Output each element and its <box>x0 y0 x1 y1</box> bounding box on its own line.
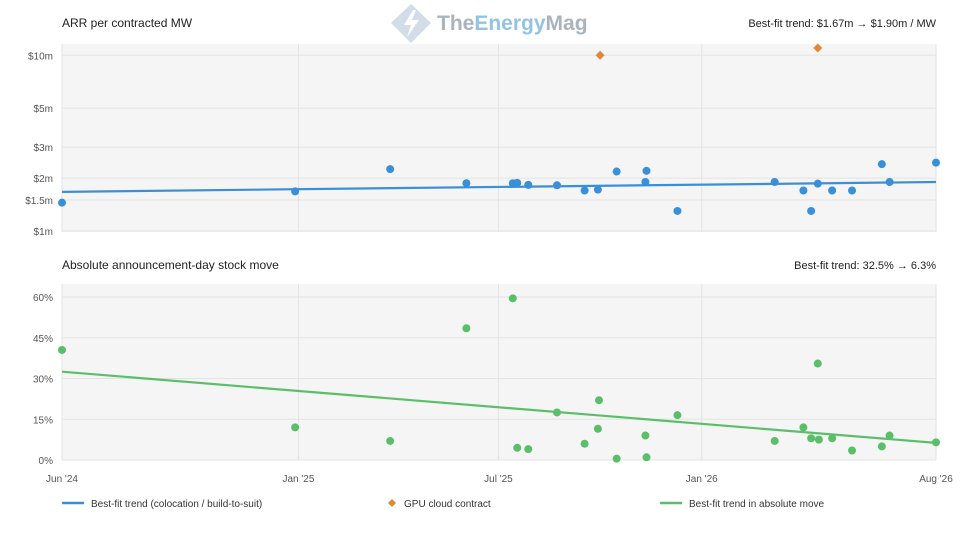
arr-point <box>885 178 894 187</box>
bottom-chart-y-axis: 60% 45% 30% 15% 0% <box>33 293 53 467</box>
stock-move-point <box>594 396 603 405</box>
arr-point <box>877 160 886 169</box>
top-y-tick-label: $5m <box>34 104 53 115</box>
arr-point <box>386 165 395 174</box>
arr-point <box>673 206 682 215</box>
legend-item-green-trend: Best-fit trend in absolute move <box>660 499 825 510</box>
arr-point <box>932 158 940 167</box>
bottom-y-tick-label: 30% <box>33 375 53 386</box>
stock-move-point <box>828 434 837 443</box>
arr-point <box>462 179 471 188</box>
arr-point <box>813 179 822 188</box>
legend: Best-fit trend (colocation / build-to-su… <box>62 499 825 510</box>
bottom-y-tick-label: 0% <box>39 456 54 467</box>
bottom-x-tick-label: Jun '24 <box>46 474 78 485</box>
stock-move-point <box>593 424 602 433</box>
legend-label-blue-trend: Best-fit trend (colocation / build-to-su… <box>91 499 262 510</box>
legend-label-green-trend: Best-fit trend in absolute move <box>689 499 825 510</box>
watermark-logo: TheEnergyMag <box>391 4 588 43</box>
gpu-cloud-point <box>813 43 823 53</box>
top-y-tick-label: $3m <box>34 143 53 154</box>
svg-text:TheEnergyMag: TheEnergyMag <box>437 12 588 35</box>
stock-move-point <box>641 431 650 440</box>
top-chart-marks <box>58 43 940 215</box>
arr-point <box>807 206 816 215</box>
bottom-trend-line <box>61 370 937 444</box>
stock-move-point <box>848 446 857 455</box>
top-chart-y-axis: $10m $5m $3m $2m $1.5m $1m <box>25 51 53 238</box>
arr-point <box>770 178 779 187</box>
top-y-tick-label: $1m <box>34 227 53 238</box>
watermark-text-the: The <box>437 12 474 35</box>
watermark-text-mag: Mag <box>546 12 588 35</box>
top-y-tick-label: $10m <box>28 51 53 62</box>
stock-move-point <box>462 324 471 333</box>
top-chart-title: ARR per contracted MW <box>62 16 193 30</box>
gpu-cloud-point <box>595 50 605 60</box>
stock-move-point <box>524 445 533 454</box>
stock-move-point <box>58 345 66 354</box>
arr-point <box>799 186 808 195</box>
arr-point <box>828 186 837 195</box>
stock-move-point <box>885 431 894 440</box>
arr-point <box>642 166 651 175</box>
stock-move-point <box>932 438 940 447</box>
bottom-chart: Absolute announcement-day stock move Bes… <box>33 258 953 485</box>
arr-point <box>593 185 602 194</box>
lightning-diamond-icon <box>391 4 431 43</box>
bottom-chart-title: Absolute announcement-day stock move <box>62 258 279 272</box>
bottom-chart-x-axis: Jun '24 Jan '25 Jul '25 Jan '26 Aug '26 <box>46 474 953 485</box>
top-chart-plot-area <box>62 44 936 232</box>
bottom-chart-marks <box>58 294 940 463</box>
stock-move-point <box>386 436 395 445</box>
arr-point <box>612 167 621 176</box>
legend-item-blue-trend: Best-fit trend (colocation / build-to-su… <box>62 499 262 510</box>
bottom-x-tick-label: Jan '25 <box>282 474 314 485</box>
legend-item-gpu-cloud: GPU cloud contract <box>388 499 491 510</box>
stock-move-point <box>642 453 651 462</box>
bottom-y-tick-label: 45% <box>33 334 53 345</box>
stock-move-point <box>508 294 517 303</box>
stock-move-point <box>799 423 808 432</box>
bottom-chart-gridlines <box>61 284 937 461</box>
arr-point <box>58 198 66 207</box>
stock-move-point <box>673 411 682 420</box>
top-chart: ARR per contracted MW Best-fit trend: $1… <box>25 16 940 238</box>
bottom-x-tick-label: Aug '26 <box>919 474 953 485</box>
bottom-chart-plot-area <box>62 284 936 460</box>
legend-label-gpu-cloud: GPU cloud contract <box>404 499 491 510</box>
arr-point <box>848 186 857 195</box>
bottom-x-tick-label: Jan '26 <box>686 474 718 485</box>
arr-point <box>553 181 562 190</box>
arr-point <box>513 178 522 187</box>
stock-move-point <box>807 434 816 443</box>
stock-move-point <box>513 443 522 452</box>
stock-move-point <box>612 454 621 463</box>
stock-move-point <box>291 423 300 432</box>
top-trend-line <box>61 180 937 193</box>
bottom-x-tick-label: Jul '25 <box>484 474 513 485</box>
arr-point <box>291 187 300 196</box>
stock-move-point <box>553 408 562 417</box>
stock-move-point <box>877 442 886 451</box>
top-chart-trend-text: Best-fit trend: $1.67m → $1.90m / MW <box>748 18 936 30</box>
top-y-tick-label: $1.5m <box>25 196 53 207</box>
legend-swatch-orange-diamond <box>388 499 396 507</box>
top-y-tick-label: $2m <box>34 174 53 185</box>
bottom-y-tick-label: 15% <box>33 415 53 426</box>
stock-move-point <box>580 439 589 448</box>
stock-move-point <box>814 435 823 444</box>
arr-point <box>641 178 650 187</box>
bottom-y-tick-label: 60% <box>33 293 53 304</box>
arr-point <box>524 180 533 189</box>
top-chart-gridlines <box>61 44 937 232</box>
watermark-text-energy: Energy <box>474 12 546 35</box>
stock-move-point <box>770 436 779 445</box>
bottom-chart-trend-text: Best-fit trend: 32.5% → 6.3% <box>794 260 936 272</box>
arr-point <box>580 186 589 195</box>
stock-move-point <box>813 359 822 368</box>
